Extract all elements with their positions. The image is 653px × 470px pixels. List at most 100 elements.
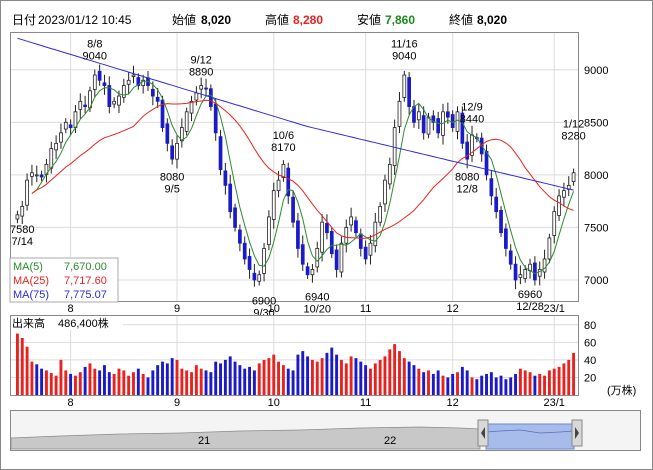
date-label: 日付	[12, 13, 36, 27]
candle-body	[102, 82, 107, 86]
volume-bar	[132, 372, 135, 395]
volume-tick-label: 20	[584, 372, 596, 384]
candle-body	[426, 116, 431, 135]
candle-body	[155, 96, 160, 102]
volume-bar	[64, 370, 68, 395]
candle-body	[228, 183, 233, 213]
volume-bar	[15, 333, 19, 395]
annotation-text: 8890	[189, 66, 213, 78]
navigator-selection[interactable]	[485, 423, 575, 450]
candle-body	[97, 70, 102, 81]
candle-body	[179, 127, 184, 142]
candle-body	[92, 74, 97, 90]
volume-bar	[538, 373, 542, 395]
volume-unit: (万株)	[607, 383, 636, 397]
candle-body	[387, 163, 392, 185]
candle-body	[504, 228, 508, 249]
volume-bar	[156, 365, 160, 395]
volume-bar	[373, 363, 377, 395]
annotation-text: 8080	[455, 171, 479, 183]
volume-bar	[306, 356, 310, 395]
open-value: 8,020	[201, 13, 231, 27]
candle-body	[213, 103, 218, 134]
candle-body	[547, 237, 552, 260]
month-labels-top: 8 9 10 11 12 23/1	[68, 303, 565, 315]
volume-bar	[204, 370, 208, 395]
candle-body	[460, 112, 465, 144]
candle-body	[54, 142, 58, 151]
annotation-text: 10/20	[303, 303, 331, 315]
volume-bar	[436, 370, 440, 395]
candle-body	[300, 244, 305, 265]
volume-bar	[238, 365, 242, 395]
volume-bar	[330, 347, 334, 395]
candle-body	[450, 114, 455, 128]
high-label: 高値	[265, 12, 289, 27]
volume-bar	[209, 372, 213, 395]
candle-body	[499, 210, 503, 234]
volume-tick-label: 80	[584, 320, 596, 332]
volume-axis: 20 40 60 80	[584, 320, 596, 385]
volume-bars	[15, 333, 576, 395]
volume-bar	[402, 358, 406, 395]
ma75-line	[17, 37, 574, 191]
navigator-history-area	[10, 426, 481, 450]
volume-bar	[267, 358, 271, 395]
candle-body	[431, 115, 436, 123]
volume-bar	[25, 346, 29, 395]
candle-body	[455, 111, 460, 132]
candle-body	[508, 250, 513, 265]
price-tick-label: 7500	[584, 222, 608, 234]
candle-body	[121, 85, 126, 98]
volume-bar	[301, 351, 305, 395]
volume-bar	[223, 359, 227, 395]
ma5-value: 7,670.00	[64, 261, 107, 273]
price-tick-label: 8000	[584, 170, 608, 182]
candle-body	[349, 216, 353, 226]
candle-body	[150, 88, 155, 97]
ma75-value: 7,775.07	[64, 289, 107, 301]
candle-body	[126, 79, 131, 85]
volume-bar	[190, 372, 193, 395]
volume-bar	[93, 368, 97, 395]
volume-bar	[427, 370, 430, 395]
candle-body	[513, 263, 518, 281]
ma-legend-box	[9, 257, 119, 303]
month-label: 9	[174, 397, 180, 409]
candle-body	[354, 220, 358, 234]
volume-bar	[248, 366, 252, 395]
volume-bar	[475, 379, 479, 395]
candle-body	[334, 249, 339, 270]
volume-bar	[35, 364, 39, 395]
volume-bar	[383, 356, 387, 395]
annotation-text: 9/5	[165, 183, 180, 195]
volume-bar	[335, 354, 339, 395]
candle-body	[83, 104, 87, 107]
volume-bar	[44, 370, 48, 395]
volume-bar	[354, 358, 358, 395]
candle-body	[383, 179, 387, 205]
candle-body	[542, 258, 547, 273]
volume-bar	[499, 375, 503, 395]
volume-bar	[49, 373, 53, 395]
volume-bar	[485, 373, 488, 395]
candle-body	[257, 274, 262, 282]
volume-bar	[460, 366, 464, 395]
price-panel	[10, 32, 579, 302]
low-value: 7,860	[385, 13, 415, 27]
candle-body	[59, 132, 63, 143]
annotation-text: 8280	[561, 130, 585, 142]
candle-body	[562, 190, 566, 198]
volume-tick-label: 40	[584, 355, 596, 367]
candle-body	[25, 179, 29, 206]
volume-bar	[117, 368, 121, 395]
annotation-text: 11/16	[391, 39, 418, 51]
left-arrow-icon	[481, 427, 485, 439]
volume-bar	[393, 344, 397, 395]
candle-body	[465, 141, 470, 160]
annotation-text: 7/14	[12, 236, 33, 248]
volume-bar	[465, 370, 469, 395]
candle-body	[484, 150, 489, 176]
volume-bar	[59, 359, 63, 395]
candle-body	[271, 190, 276, 220]
